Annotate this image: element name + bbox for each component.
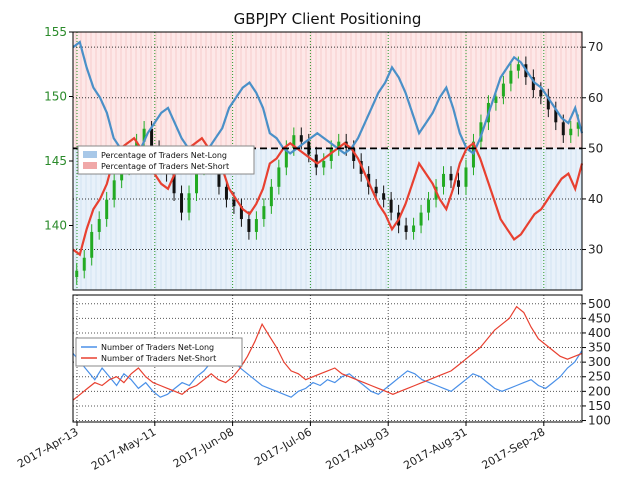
candle-body	[269, 186, 273, 207]
candle-body	[546, 96, 550, 110]
bottom-panel-frame	[72, 294, 583, 423]
count-tick-label: 150	[588, 399, 611, 413]
candle-body	[539, 90, 543, 97]
candle-body	[262, 206, 266, 220]
candle-body	[427, 199, 431, 213]
count-tick-label: 350	[588, 341, 611, 355]
top-legend-label: Percentage of Traders Net-Short	[101, 162, 229, 171]
candle-body	[232, 199, 236, 207]
candle-body	[374, 186, 378, 194]
candle-body	[172, 173, 176, 194]
candle-body	[382, 193, 386, 200]
bottom-legend	[75, 337, 243, 367]
price-tick-label: 150	[44, 90, 67, 104]
count-tick-label: 100	[588, 414, 611, 428]
candle-body	[224, 186, 228, 200]
candle-body	[509, 70, 513, 84]
candle-body	[501, 83, 505, 97]
candle-body	[150, 128, 154, 149]
candle-body	[180, 193, 184, 213]
top-legend-box	[77, 145, 255, 175]
candle-body	[442, 173, 446, 187]
x-tick-label: 2017-Aug-31	[401, 425, 469, 472]
candle-body	[322, 161, 326, 168]
count-tick-label: 450	[588, 311, 611, 325]
candle-body	[569, 128, 573, 136]
candle-body	[479, 122, 483, 142]
candle-body	[561, 122, 565, 136]
price-tick-label: 145	[44, 154, 67, 168]
candle-body	[314, 154, 318, 168]
candle-body	[412, 225, 416, 232]
candle-body	[389, 199, 393, 213]
count-tick-label: 250	[588, 370, 611, 384]
candle-body	[97, 219, 101, 232]
candle-body	[576, 122, 580, 129]
candle-body	[494, 96, 498, 103]
count-tick-label: 200	[588, 384, 611, 398]
net-short-pct-line	[72, 136, 584, 257]
candle-body	[337, 141, 341, 149]
candle-body	[352, 148, 356, 161]
percent-tick-label: 30	[588, 243, 603, 257]
net-short-count-line	[72, 305, 583, 401]
candle-body	[329, 148, 333, 161]
candle-body	[531, 77, 535, 91]
candle-body	[554, 109, 558, 123]
percent-tick-label: 60	[588, 91, 603, 105]
count-tick-label: 500	[588, 297, 611, 311]
top-legend-swatch	[83, 151, 97, 158]
x-tick-label: 2017-Sep-28	[480, 425, 548, 472]
count-tick-label: 300	[588, 355, 611, 369]
price-tick-label: 155	[44, 25, 67, 39]
top-legend	[77, 145, 255, 175]
x-tick-label: 2017-May-11	[89, 425, 158, 473]
net-long-pct-line	[72, 40, 584, 161]
candle-body	[299, 135, 303, 142]
candle-body	[419, 212, 423, 226]
top-legend-swatch	[83, 162, 97, 169]
candle-body	[292, 135, 296, 149]
candle-body	[449, 173, 453, 181]
bottom-legend-box	[75, 337, 243, 367]
bottom-legend-label: Number of Traders Net-Short	[101, 354, 216, 363]
candle-body	[516, 64, 520, 71]
chart-title: GBPJPY Client Positioning	[234, 10, 422, 28]
price-tick-label: 140	[44, 219, 67, 233]
candle-body	[112, 180, 116, 200]
candle-body	[105, 199, 109, 220]
candle-body	[187, 193, 191, 213]
candle-body	[75, 270, 79, 278]
x-tick-label: 2017-Aug-03	[324, 425, 392, 472]
percent-tick-label: 40	[588, 192, 603, 206]
candle-body	[284, 148, 288, 168]
bottom-legend-label: Number of Traders Net-Long	[101, 343, 214, 352]
candle-body	[142, 128, 146, 142]
candle-body	[239, 206, 243, 220]
top-legend-label: Percentage of Traders Net-Long	[101, 151, 227, 160]
candle-body	[254, 219, 258, 232]
net-long-count-line	[72, 349, 583, 398]
x-tick-label: 2017-Jul-06	[252, 425, 314, 468]
candle-body	[195, 167, 199, 194]
candle-body	[277, 167, 281, 187]
x-tick-label: 2017-Apr-13	[15, 425, 80, 470]
candle-body	[247, 219, 251, 232]
candle-body	[456, 180, 460, 187]
percent-tick-label: 70	[588, 40, 603, 54]
candle-body	[464, 167, 468, 187]
candle-body	[404, 225, 408, 232]
x-tick-label: 2017-Jun-08	[171, 425, 236, 470]
count-tick-label: 400	[588, 326, 611, 340]
candle-body	[82, 257, 86, 271]
percent-tick-label: 50	[588, 141, 603, 155]
candle-body	[90, 231, 94, 258]
